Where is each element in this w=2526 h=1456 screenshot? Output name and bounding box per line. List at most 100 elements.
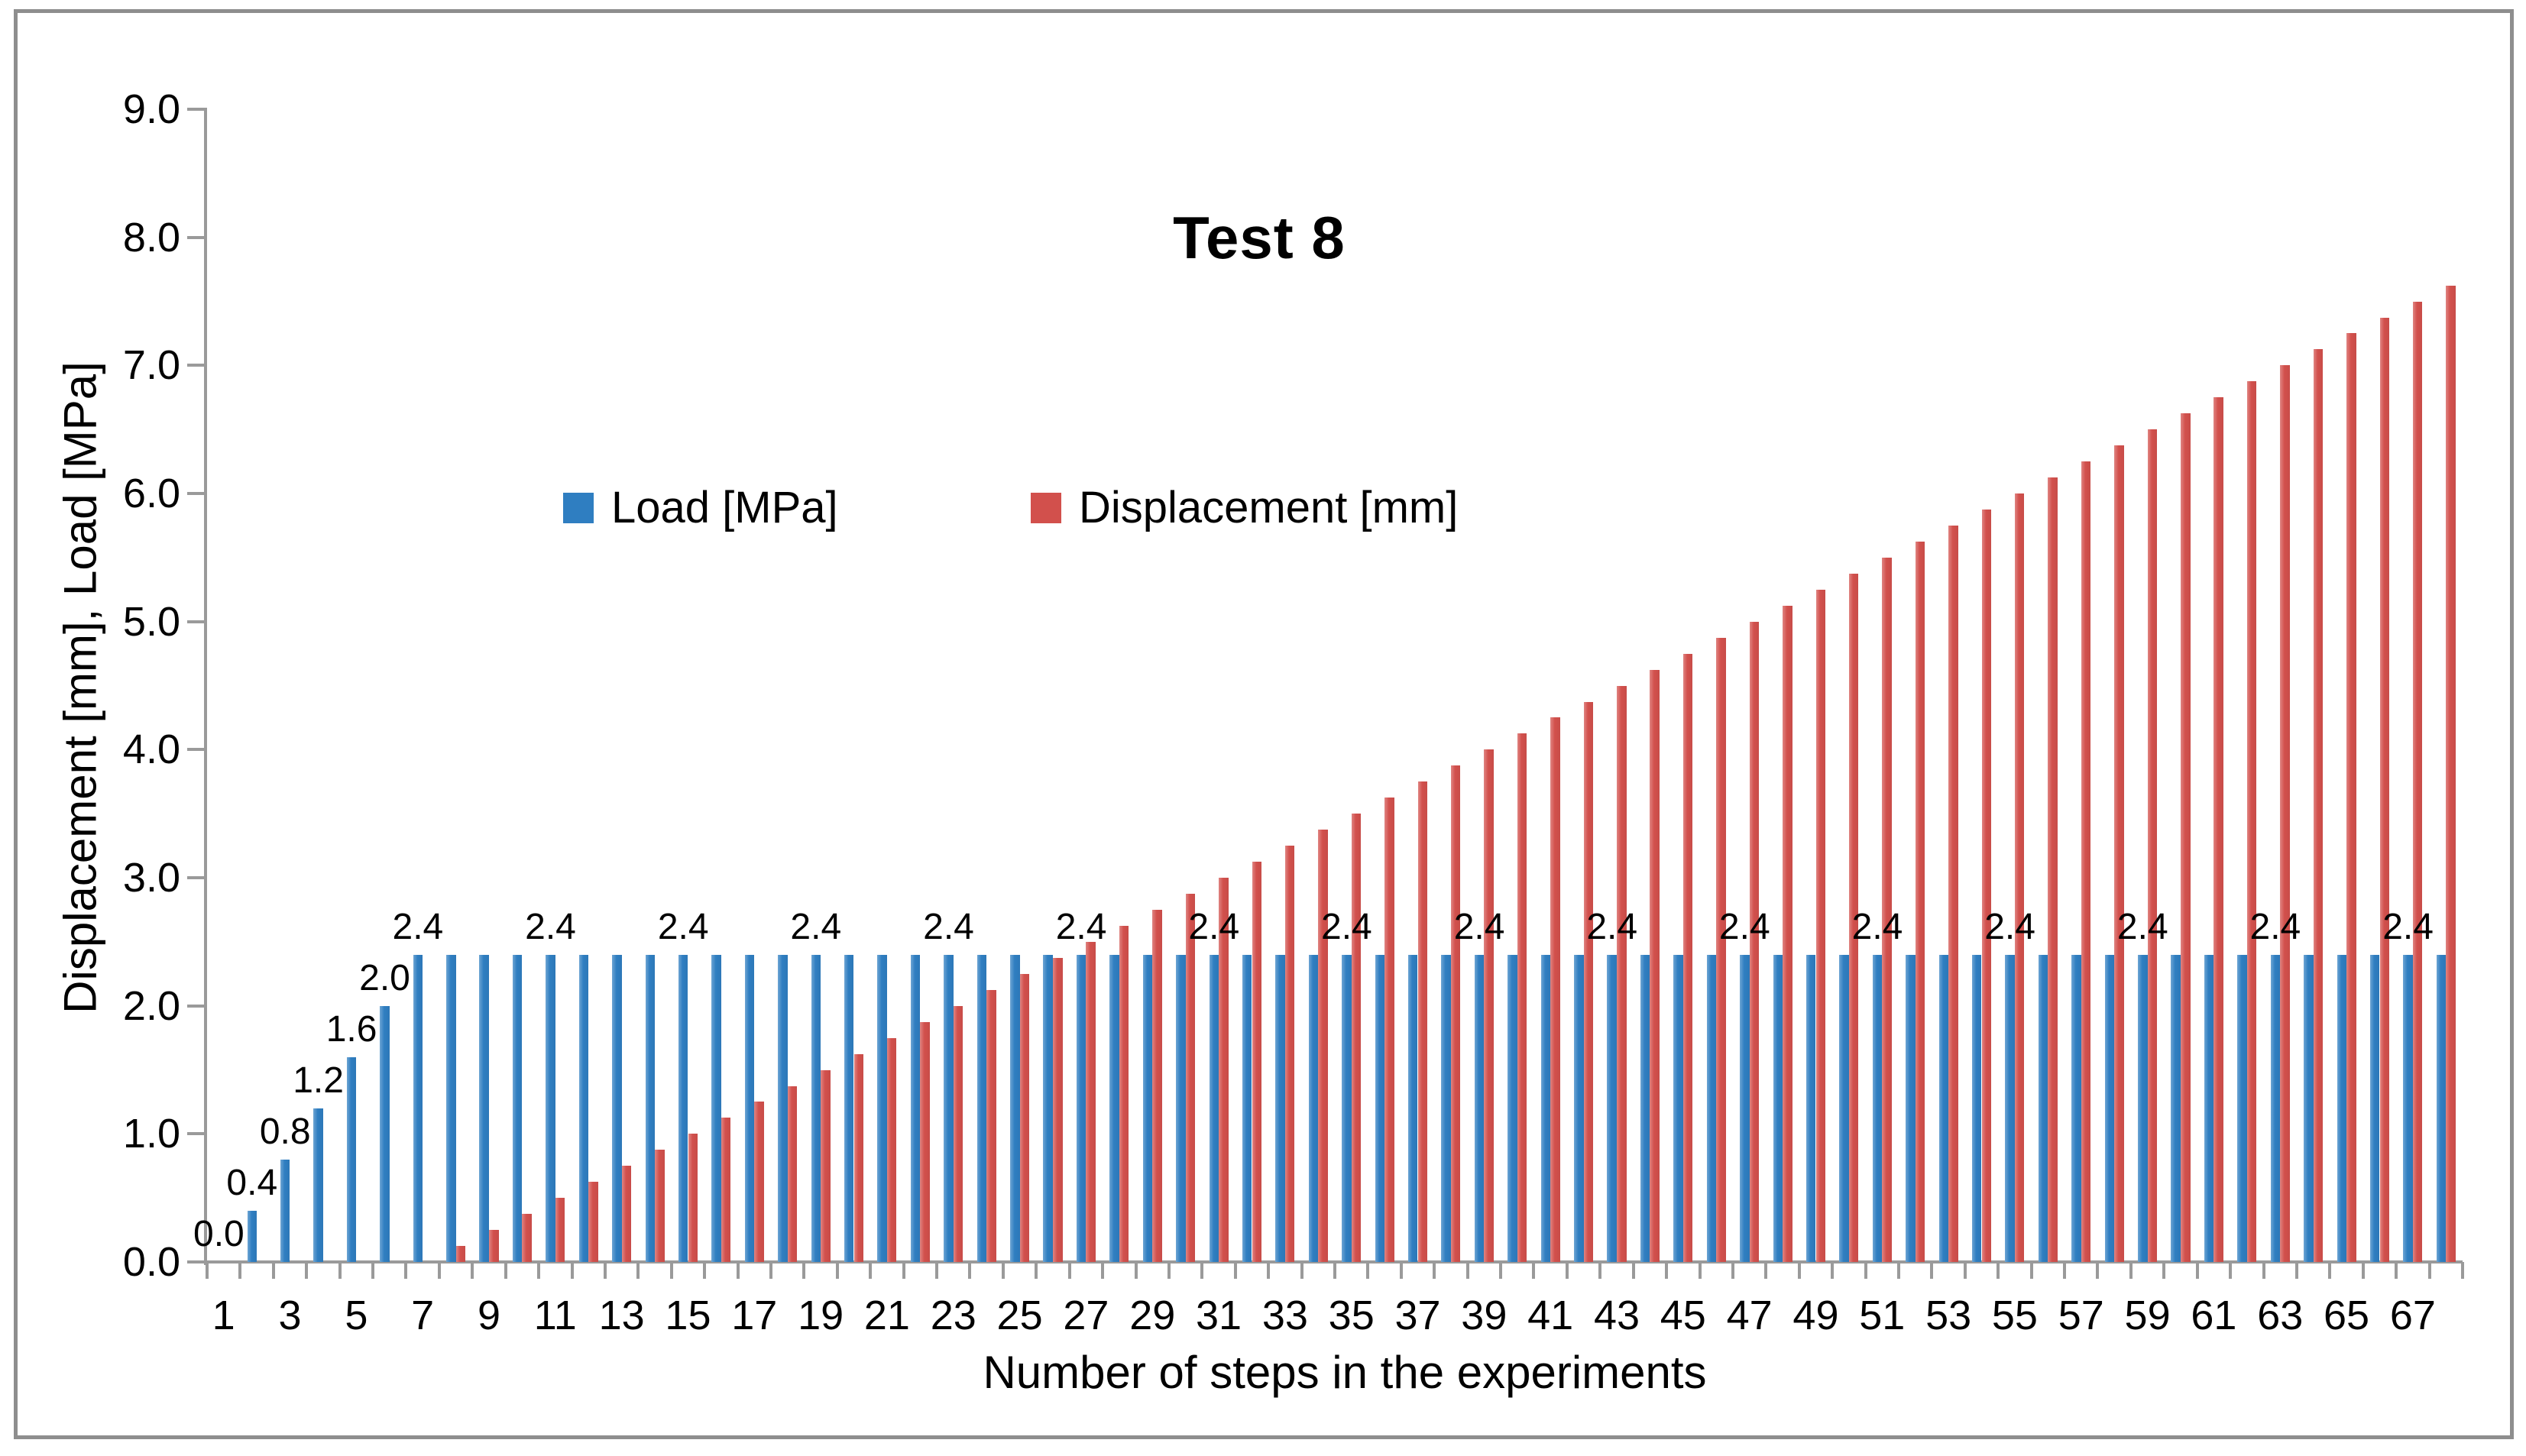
y-tick-label: 2.0	[122, 982, 180, 1029]
displacement-bar	[2213, 397, 2223, 1263]
x-tick	[1134, 1262, 1138, 1279]
x-tick	[1631, 1262, 1635, 1279]
x-tick-label: 17	[731, 1293, 778, 1338]
y-tick	[187, 620, 207, 623]
data-label: 2.4	[923, 906, 974, 947]
y-tick-label: 0.0	[122, 1239, 180, 1285]
displacement-bar	[821, 1069, 831, 1262]
displacement-bar	[555, 1198, 565, 1262]
data-label: 2.0	[359, 957, 410, 998]
x-tick-label: 65	[2324, 1293, 2370, 1338]
x-tick-label: 1	[212, 1293, 235, 1338]
data-label: 2.4	[790, 906, 842, 947]
x-tick	[1665, 1262, 1669, 1279]
displacement-bar	[953, 1005, 963, 1262]
data-label: 2.4	[1188, 906, 1240, 947]
x-tick	[1598, 1262, 1602, 1279]
data-label: 2.4	[525, 906, 576, 947]
x-tick	[437, 1262, 441, 1279]
load-bar	[811, 954, 821, 1262]
displacement-bar	[1219, 878, 1229, 1262]
x-tick	[2129, 1262, 2133, 1279]
load-bar	[1906, 954, 1916, 1262]
x-tick	[1067, 1262, 1071, 1279]
x-tick	[1433, 1262, 1436, 1279]
load-bar	[1109, 954, 1119, 1262]
load-bar	[2237, 954, 2247, 1262]
y-tick-label: 6.0	[122, 471, 180, 516]
x-tick	[1499, 1262, 1503, 1279]
x-tick	[736, 1262, 740, 1279]
y-tick-label: 7.0	[122, 342, 180, 389]
x-axis-line	[193, 1260, 2463, 1263]
load-bar	[1673, 954, 1683, 1262]
data-label: 0.8	[259, 1111, 311, 1152]
y-tick	[187, 748, 207, 752]
y-tick	[187, 1004, 207, 1008]
x-tick	[636, 1262, 640, 1279]
load-bar	[1308, 954, 1319, 1262]
load-bar	[1508, 954, 1517, 1262]
x-tick	[1233, 1262, 1237, 1279]
displacement-bar	[1053, 957, 1063, 1262]
displacement-bar	[1848, 573, 1859, 1262]
y-tick-label: 5.0	[122, 598, 180, 645]
x-tick	[1333, 1262, 1336, 1279]
x-tick	[2063, 1262, 2067, 1279]
displacement-bar	[787, 1086, 798, 1262]
legend-load-label: Load [MPa]	[611, 483, 838, 532]
displacement-bar	[853, 1053, 864, 1262]
legend-displacement-swatch	[1031, 493, 1061, 523]
displacement-bar	[2147, 429, 2158, 1262]
x-tick	[2096, 1262, 2100, 1279]
x-tick-label: 35	[1328, 1293, 1375, 1338]
load-bar	[1740, 954, 1750, 1262]
x-tick	[471, 1262, 474, 1279]
x-tick-label: 39	[1461, 1293, 1508, 1338]
x-tick	[271, 1262, 275, 1279]
x-tick-label: 61	[2191, 1293, 2237, 1338]
load-bar	[578, 954, 589, 1262]
load-bar	[546, 954, 555, 1262]
x-tick	[1698, 1262, 1702, 1279]
load-bar	[346, 1056, 357, 1262]
displacement-bar	[522, 1214, 532, 1262]
x-tick	[206, 1262, 209, 1279]
x-tick	[802, 1262, 806, 1279]
x-tick-label: 57	[2058, 1293, 2104, 1338]
x-tick-label: 3	[278, 1293, 302, 1338]
load-bar	[877, 954, 887, 1262]
x-tick	[2328, 1262, 2332, 1279]
y-tick-label: 9.0	[122, 86, 180, 132]
load-bar	[2171, 954, 2181, 1262]
x-tick	[1465, 1262, 1469, 1279]
x-tick	[371, 1262, 375, 1279]
x-tick	[1864, 1262, 1867, 1279]
x-tick	[1731, 1262, 1734, 1279]
x-tick	[1997, 1262, 2000, 1279]
load-bar	[1209, 954, 1219, 1262]
load-bar	[976, 954, 987, 1262]
x-tick	[570, 1262, 574, 1279]
x-tick	[1267, 1262, 1271, 1279]
displacement-bar	[2246, 381, 2257, 1262]
x-tick-label: 9	[477, 1293, 501, 1338]
x-tick	[1300, 1262, 1303, 1279]
load-bar	[1872, 954, 1883, 1262]
load-bar	[1640, 954, 1650, 1262]
load-bar	[1275, 954, 1285, 1262]
x-tick	[1930, 1262, 1934, 1279]
load-bar	[1242, 954, 1252, 1262]
data-label: 2.4	[392, 906, 444, 947]
load-bar	[1773, 954, 1783, 1262]
x-tick-label: 67	[2389, 1293, 2436, 1338]
x-axis-title: Number of steps in the experiments	[983, 1347, 1707, 1398]
displacement-bar	[489, 1230, 499, 1262]
load-bar	[2104, 954, 2115, 1262]
x-tick-label: 23	[930, 1293, 976, 1338]
load-bar	[313, 1108, 323, 1262]
displacement-bar	[1318, 830, 1328, 1262]
displacement-bar	[2412, 301, 2423, 1262]
x-tick	[1101, 1262, 1105, 1279]
